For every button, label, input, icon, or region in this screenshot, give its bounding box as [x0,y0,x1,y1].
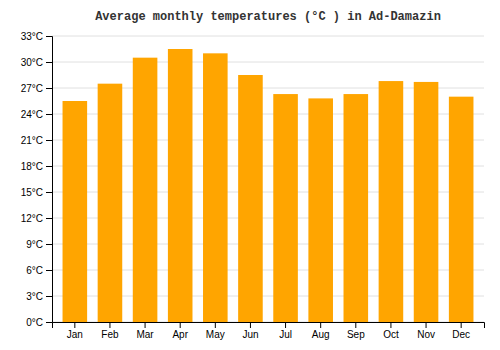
tick-label: Jun [242,329,258,340]
tick: 30°C [21,57,52,68]
x-axis: Jan Feb Mar Apr May Jun Jul Aug Sep Oct Nov Dec [53,322,485,340]
tick-mark [285,322,286,328]
tick-mark [46,62,52,63]
tick-label: Jul [279,329,292,340]
tick-label: Aug [312,329,330,340]
tick: 9°C [26,239,52,250]
tick-label: 18°C [21,161,43,172]
tick-mark [46,296,52,297]
bar [238,75,263,322]
chart-svg: 0°C 3°C 6°C 9°C 12°C 15°C 18°C 21°C 24°C 27°C 30°C… [0,0,500,350]
tick-label: 6°C [26,265,43,276]
axis-line [53,323,485,329]
tick-mark [461,322,462,328]
y-axis: 0°C 3°C 6°C 9°C 12°C 15°C 18°C 21°C 24°C 27°C 30°C… [21,31,53,328]
tick: 27°C [21,83,52,94]
tick-label: Oct [383,329,399,340]
tick: 6°C [26,265,52,276]
tick: Jul [279,322,292,340]
tick-label: 3°C [26,291,43,302]
tick-mark [74,322,75,328]
tick-mark [46,270,52,271]
tick-mark [355,322,356,328]
tick: 15°C [21,187,52,198]
tick-mark [390,322,391,328]
tick: Jun [242,322,258,340]
tick-mark [215,322,216,328]
tick-label: 12°C [21,213,43,224]
tick: 33°C [21,31,52,42]
tick: Jan [67,322,83,340]
bar [344,94,369,322]
plot: 0°C 3°C 6°C 9°C 12°C 15°C 18°C 21°C 24°C 27°C 30°C… [21,31,485,340]
tick-mark [145,322,146,328]
tick: Mar [136,322,154,340]
tick-mark [46,140,52,141]
grid-line [52,62,484,63]
grid [52,36,484,322]
tick-label: Jan [67,329,83,340]
tick: Apr [172,322,188,340]
tick: 21°C [21,135,52,146]
tick: Sep [347,322,365,340]
bar [414,82,439,322]
title: Average monthly temperatures (°C ) in Ad… [95,10,441,24]
tick-label: 9°C [26,239,43,250]
bar [308,98,333,322]
tick-label: Sep [347,329,365,340]
tick: May [206,322,225,340]
tick-mark [46,322,52,323]
tick-label: Mar [136,329,154,340]
tick: Feb [101,322,119,340]
bars [63,49,474,322]
tick-mark [109,322,110,328]
tick-mark [426,322,427,328]
tick: 18°C [21,161,52,172]
chart-container: 0°C 3°C 6°C 9°C 12°C 15°C 18°C 21°C 24°C 27°C 30°C… [0,0,500,350]
bar [98,84,123,322]
tick-mark [46,218,52,219]
bar [63,101,88,322]
bar [133,58,158,322]
tick-mark [46,114,52,115]
bar [203,53,228,322]
tick-label: 24°C [21,109,43,120]
tick-label: 21°C [21,135,43,146]
bar [449,97,474,322]
tick-mark [250,322,251,328]
bar [168,49,193,322]
bar [379,81,404,322]
bar [273,94,298,322]
tick-label: Apr [172,329,188,340]
tick-label: 0°C [26,317,43,328]
tick: 12°C [21,213,52,224]
tick-mark [46,88,52,89]
tick: Oct [383,322,399,340]
tick-label: 15°C [21,187,43,198]
tick-label: May [206,329,225,340]
tick-label: Dec [452,329,470,340]
tick-label: Feb [101,329,119,340]
tick-mark [46,192,52,193]
tick-mark [46,244,52,245]
tick: Dec [452,322,470,340]
tick-mark [320,322,321,328]
tick-mark [46,166,52,167]
grid-line [52,36,484,37]
tick-mark [46,36,52,37]
tick-mark [180,322,181,328]
tick-label: 27°C [21,83,43,94]
tick-label: 30°C [21,57,43,68]
tick: 0°C [26,317,52,328]
tick: 24°C [21,109,52,120]
tick: Aug [312,322,330,340]
tick-label: Nov [417,329,435,340]
tick-label: 33°C [21,31,43,42]
tick: Nov [417,322,435,340]
axis-line [46,37,53,323]
tick: 3°C [26,291,52,302]
